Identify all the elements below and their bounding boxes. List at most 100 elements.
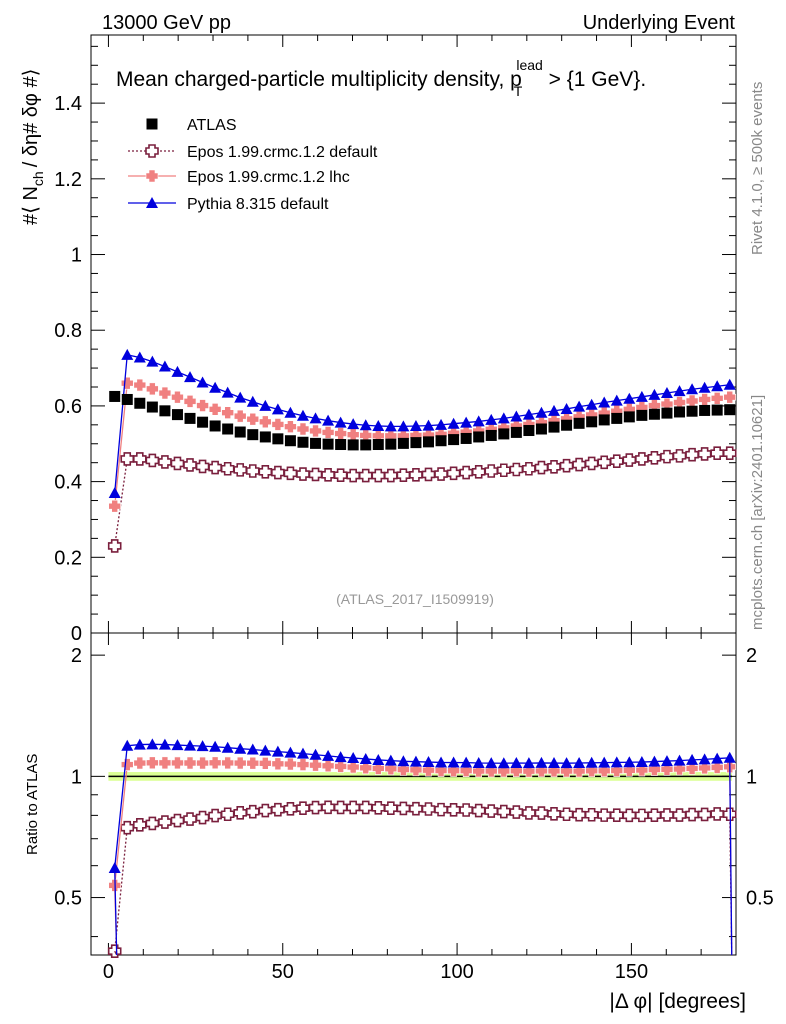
- data-point: [660, 762, 674, 776]
- data-point: [422, 419, 435, 431]
- x-axis-label: |Δ φ| [degrees]: [609, 990, 746, 1013]
- y-tick-label: 0.4: [54, 472, 82, 494]
- data-point: [322, 749, 335, 761]
- data-point: [686, 753, 699, 765]
- data-point: [597, 455, 612, 470]
- data-point: [611, 412, 623, 424]
- data-point: [460, 416, 473, 428]
- y-axis-label: #⟨ Nch / δη# δφ #⟩: [20, 69, 46, 225]
- data-point: [459, 465, 473, 480]
- data-point: [686, 383, 699, 395]
- data-point: [195, 810, 210, 825]
- ratio-line: [114, 762, 733, 956]
- data-point: [636, 409, 648, 421]
- data-point: [397, 755, 410, 767]
- data-point: [259, 399, 272, 411]
- data-point: [334, 416, 347, 428]
- ratio-y-tick-label-right: 2: [746, 645, 757, 667]
- data-point: [409, 419, 422, 431]
- data-point: [133, 378, 147, 392]
- data-point: [586, 416, 598, 428]
- ratio-y-tick-label: 2: [71, 645, 82, 667]
- data-point: [472, 415, 485, 427]
- data-point: [309, 424, 322, 438]
- data-point: [623, 756, 636, 768]
- data-point: [509, 462, 524, 477]
- data-point: [333, 468, 348, 482]
- data-point: [384, 801, 398, 815]
- data-point: [133, 818, 147, 832]
- data-point: [371, 762, 385, 775]
- data-point: [409, 467, 423, 482]
- y-tick-label: 0.2: [54, 547, 82, 569]
- data-point: [372, 419, 385, 431]
- data-point: [184, 412, 196, 424]
- data-point: [346, 760, 360, 774]
- data-point: [711, 404, 723, 416]
- ratio-y-tick-label-right: 0.5: [746, 888, 774, 910]
- y-tick-label: 1.2: [54, 169, 82, 191]
- data-point: [347, 751, 360, 763]
- data-point: [146, 118, 158, 130]
- data-point: [660, 755, 673, 767]
- data-point: [548, 421, 560, 433]
- data-point: [635, 452, 649, 466]
- data-point: [584, 456, 599, 471]
- data-point: [309, 748, 322, 760]
- data-point: [534, 806, 549, 820]
- data-point: [107, 539, 122, 553]
- data-point: [598, 396, 611, 408]
- data-point: [647, 808, 662, 822]
- data-point: [222, 423, 234, 435]
- data-point: [496, 804, 511, 819]
- data-point: [171, 739, 184, 751]
- data-point: [309, 412, 322, 424]
- data-point: [673, 754, 686, 766]
- data-point: [233, 463, 248, 477]
- data-point: [321, 800, 335, 815]
- data-point: [472, 764, 485, 778]
- y-tick-label: 0.6: [54, 396, 82, 418]
- header-right: Underlying Event: [583, 12, 736, 34]
- data-point: [322, 414, 335, 426]
- data-point: [522, 408, 535, 420]
- data-point: [308, 800, 323, 815]
- data-point: [698, 761, 711, 775]
- data-point: [334, 760, 347, 773]
- data-point: [271, 465, 285, 480]
- data-point: [560, 757, 573, 769]
- data-point: [208, 808, 222, 823]
- data-point: [510, 426, 522, 438]
- data-point: [623, 392, 636, 404]
- data-point: [673, 385, 686, 397]
- data-point: [673, 762, 686, 776]
- legend-item-0: ATLAS: [146, 117, 237, 134]
- data-point: [183, 756, 197, 770]
- data-point: [145, 816, 160, 831]
- data-point: [623, 411, 635, 423]
- data-point: [573, 417, 585, 429]
- y-label-tail: / δη# δφ #⟩: [20, 69, 42, 168]
- legend: ATLAS Epos 1.99.crmc.1.2 default Epos 1.99…: [128, 117, 378, 213]
- data-point: [711, 752, 724, 764]
- data-point: [371, 801, 386, 815]
- data-point: [158, 756, 172, 770]
- data-point: [233, 806, 248, 820]
- data-point: [271, 757, 285, 771]
- data-point: [446, 803, 461, 817]
- data-point: [233, 409, 247, 423]
- data-point: [573, 400, 586, 412]
- data-point: [396, 468, 411, 482]
- data-point: [384, 468, 398, 483]
- ratio-y-axis-label: Ratio to ATLAS: [24, 754, 41, 855]
- data-point: [460, 432, 472, 444]
- data-point: [459, 803, 473, 817]
- data-point: [220, 807, 235, 822]
- data-point: [648, 408, 660, 420]
- x-tick-label: 0: [103, 961, 114, 983]
- data-point: [283, 466, 298, 481]
- data-point: [648, 755, 661, 767]
- data-point: [196, 740, 209, 752]
- data-point: [158, 386, 172, 400]
